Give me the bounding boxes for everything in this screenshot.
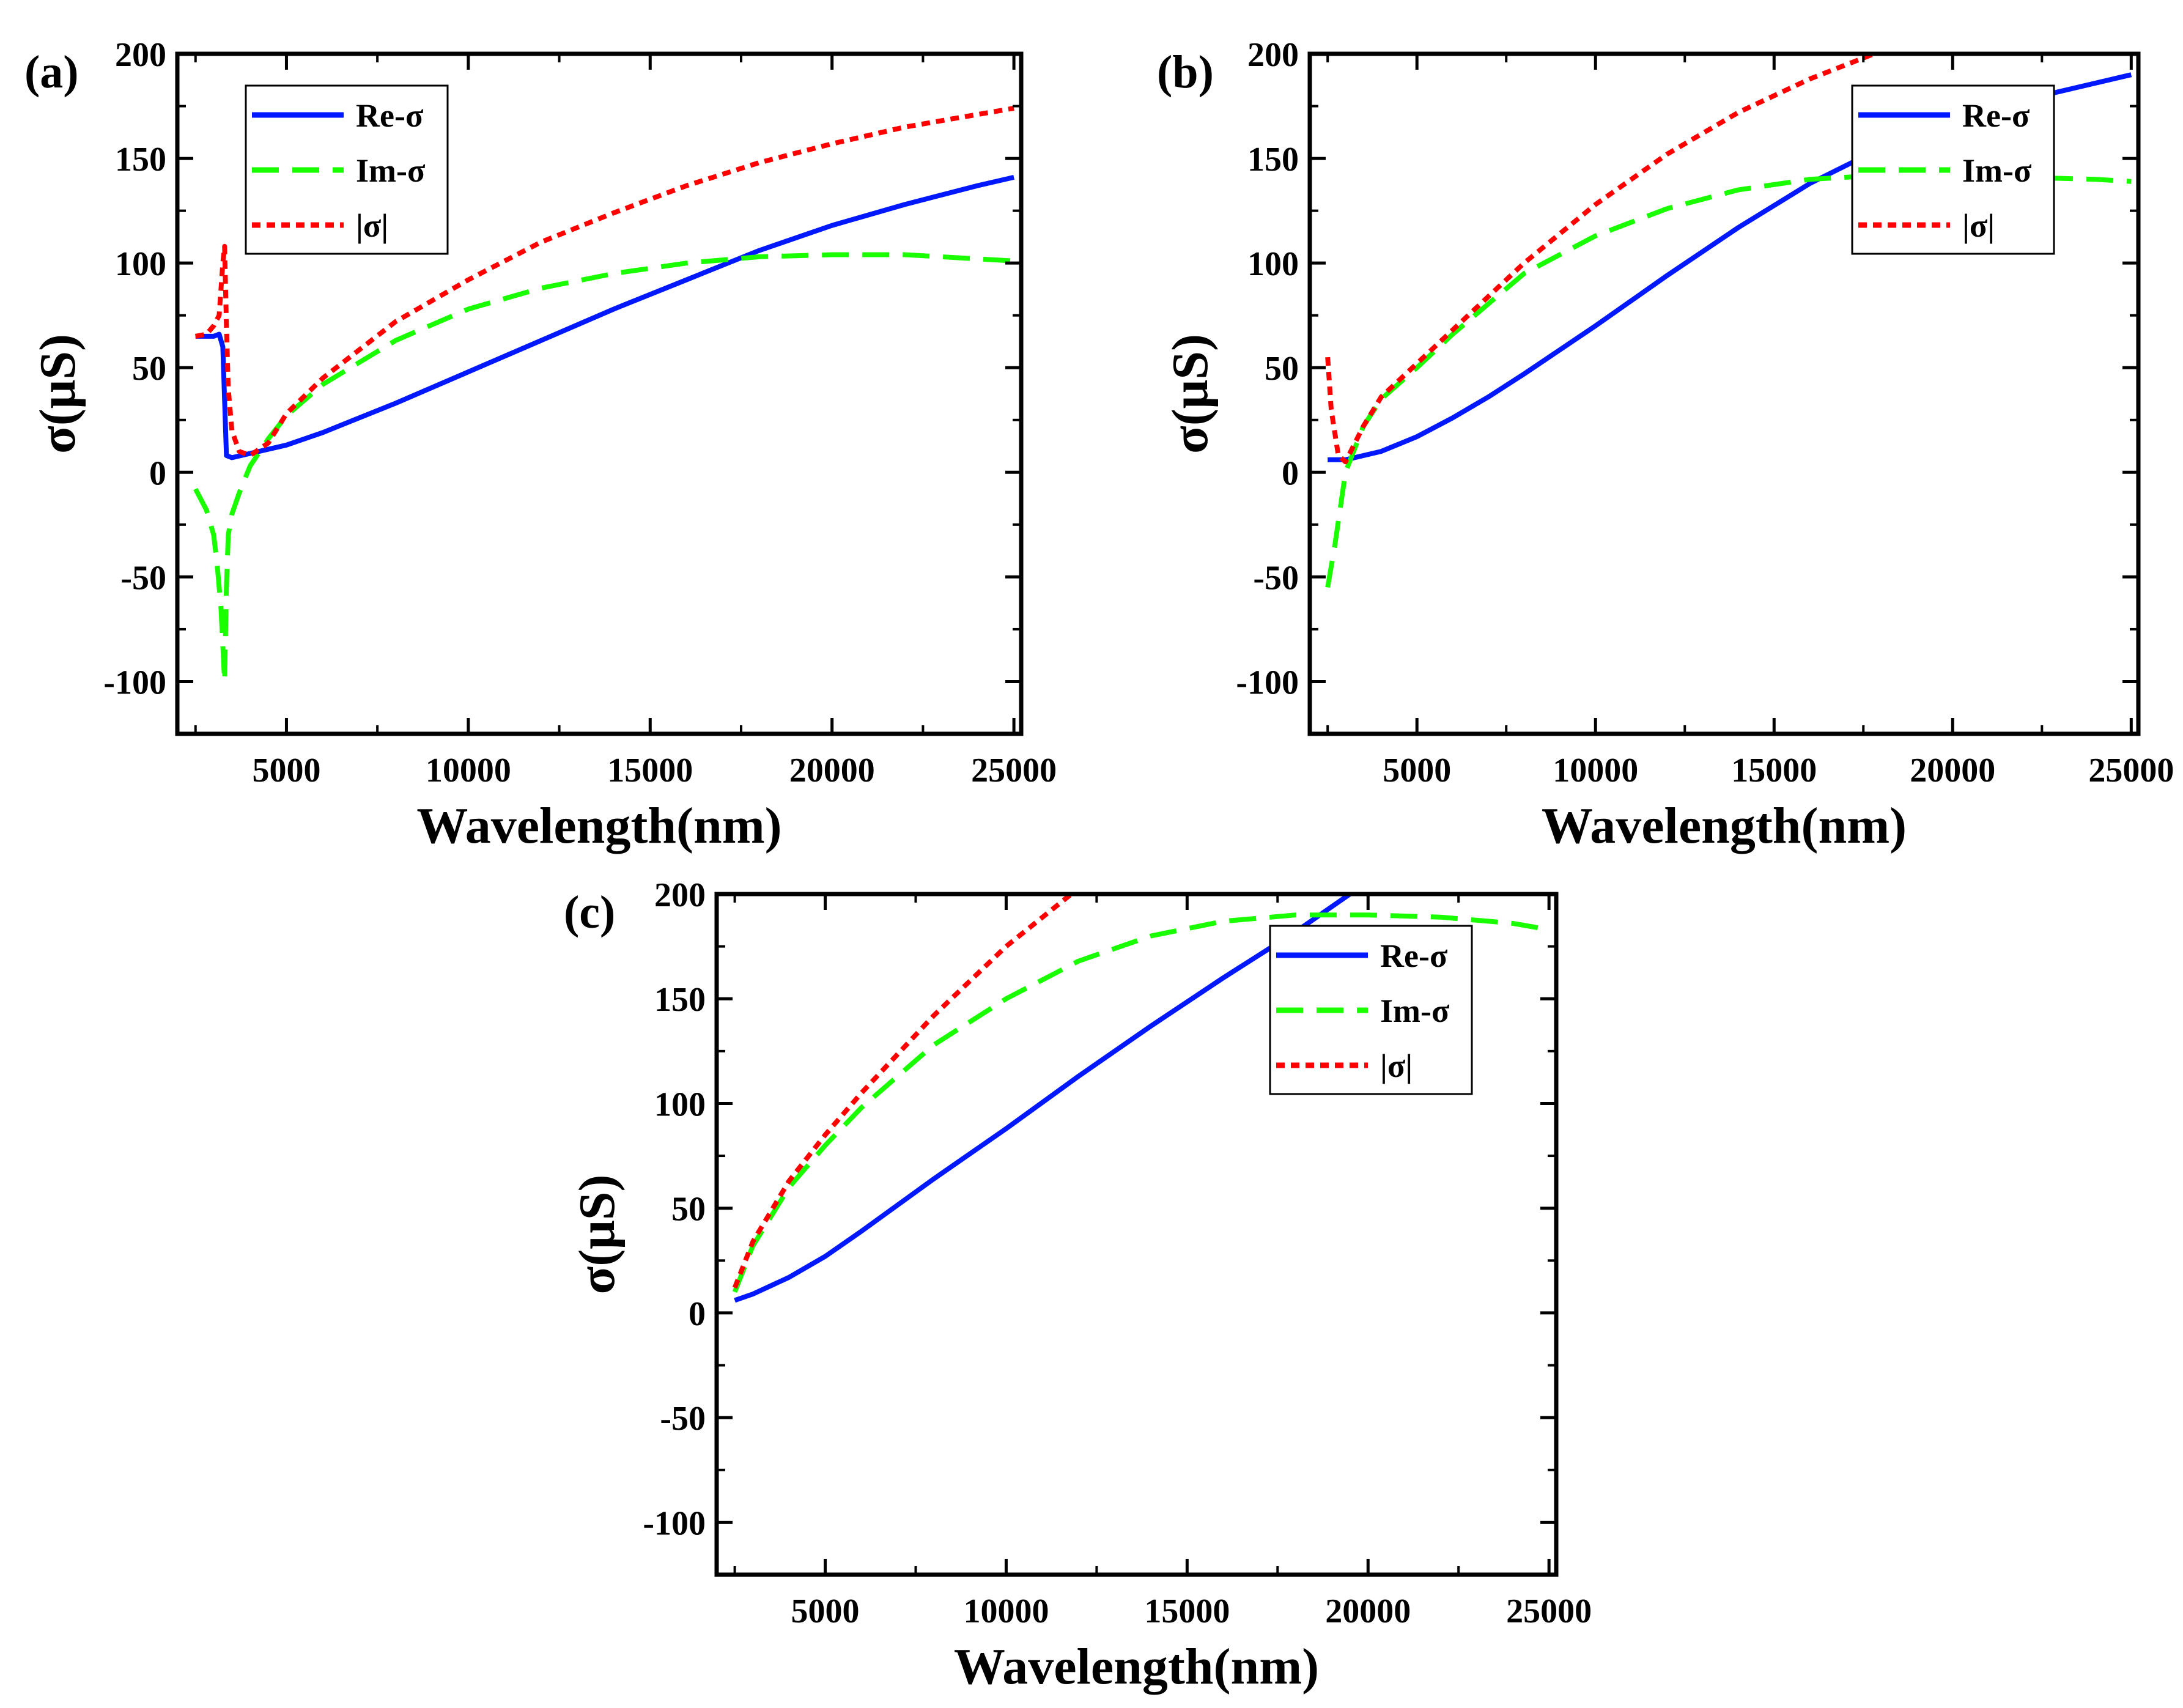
y-tick-label: 100: [654, 1085, 706, 1123]
legend-label-re-sigma: Re-σ: [1962, 97, 2030, 134]
x-tick-label: 10000: [426, 752, 511, 789]
panel-label: (b): [1157, 46, 1214, 98]
y-axis-title: σ(μS): [569, 1175, 626, 1295]
legend-label-abs-sigma: |σ|: [356, 207, 388, 244]
y-tick-label: 50: [671, 1191, 706, 1229]
y-tick-label: -100: [1236, 664, 1299, 701]
x-tick-label: 5000: [791, 1592, 860, 1630]
x-tick-label: 20000: [789, 752, 875, 789]
legend: Re-σ Im-σ |σ|: [1269, 925, 1473, 1095]
y-tick-label: 0: [1282, 454, 1299, 492]
panel-label: (a): [24, 46, 79, 98]
plot-frame: [1307, 51, 2141, 736]
x-tick-label: 5000: [1383, 752, 1451, 789]
series-line-abs-sigma: [732, 894, 1073, 1289]
x-tick-label: 25000: [1506, 1592, 1592, 1630]
chart-panel-c: 5000 10000 15000 20000 25000 -100 -50 0 50 100 150…: [564, 876, 1592, 1695]
y-tick-label: 100: [115, 245, 166, 283]
legend-label-im-sigma: Im-σ: [356, 152, 426, 189]
chart-panel-b: 5000 10000 15000 20000 25000 -100 -50 0 50 100 150…: [1157, 36, 2174, 854]
y-tick-label: 100: [1247, 245, 1299, 283]
legend-label-im-sigma: Im-σ: [1962, 152, 2032, 189]
x-tick-label: 20000: [1910, 752, 1995, 789]
y-tick-label: 150: [1247, 141, 1299, 179]
series-line-im-sigma: [732, 912, 1550, 1293]
y-tick-label: -50: [1253, 559, 1299, 597]
y-tick-label: 0: [149, 454, 166, 492]
legend-label-abs-sigma: |σ|: [1380, 1048, 1413, 1084]
y-tick-label: -100: [643, 1504, 706, 1542]
x-axis-title: Wavelength(nm): [416, 797, 781, 854]
x-tick-label: 25000: [971, 752, 1057, 789]
y-tick-label: 50: [132, 350, 166, 388]
series-line-abs-sigma: [194, 106, 1014, 458]
x-tick-label: 25000: [2088, 752, 2174, 789]
x-axis-title: Wavelength(nm): [954, 1638, 1319, 1695]
series-line-abs-sigma: [1325, 54, 1875, 465]
plot-frame: [714, 892, 1559, 1577]
plot-frame: [175, 51, 1024, 736]
y-tick-label: 150: [115, 141, 166, 179]
x-tick-label: 15000: [1731, 752, 1817, 789]
y-tick-label: 200: [1247, 36, 1299, 74]
y-tick-label: -100: [103, 664, 166, 701]
legend: Re-σ Im-σ |σ|: [1851, 84, 2055, 255]
y-axis-title: σ(μS): [1162, 334, 1219, 454]
series-line-re-sigma: [734, 894, 1351, 1303]
x-axis-title: Wavelength(nm): [1542, 797, 1907, 854]
x-tick-label: 5000: [252, 752, 320, 789]
y-tick-label: 150: [654, 981, 706, 1019]
x-tick-label: 15000: [607, 752, 693, 789]
y-tick-label: 200: [115, 36, 166, 74]
y-tick-label: -50: [120, 559, 166, 597]
x-tick-label: 10000: [1553, 752, 1638, 789]
y-axis-title: σ(μS): [29, 334, 86, 454]
y-tick-label: 50: [1265, 350, 1299, 388]
series-line-im-sigma: [193, 252, 1014, 684]
panel-label: (c): [564, 887, 615, 938]
legend-label-im-sigma: Im-σ: [1380, 993, 1450, 1029]
x-tick-label: 10000: [963, 1592, 1049, 1630]
y-tick-label: 200: [654, 876, 706, 914]
series-line-re-sigma: [195, 175, 1014, 460]
y-tick-label: 0: [689, 1295, 706, 1333]
y-tick-label: -50: [660, 1400, 706, 1438]
x-tick-label: 15000: [1144, 1592, 1230, 1630]
legend-label-abs-sigma: |σ|: [1962, 207, 1995, 244]
chart-panel-a: 5000 10000 15000 20000 25000 -100 -50 0 50 100 150…: [24, 36, 1057, 854]
legend-label-re-sigma: Re-σ: [1380, 937, 1448, 974]
x-tick-label: 20000: [1325, 1592, 1411, 1630]
legend: Re-σ Im-σ |σ|: [245, 84, 449, 255]
legend-label-re-sigma: Re-σ: [356, 97, 424, 134]
